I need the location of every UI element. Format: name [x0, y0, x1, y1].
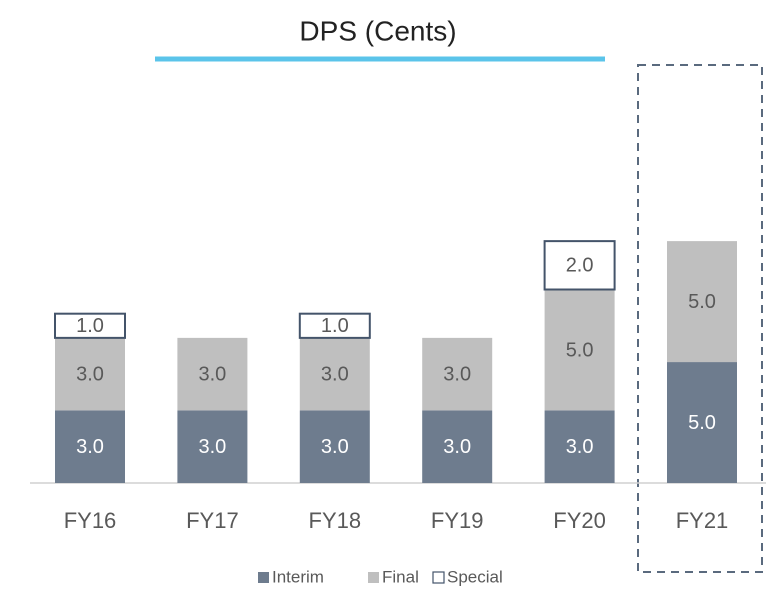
data-label: 3.0: [321, 363, 349, 385]
bar-segment: [543, 240, 616, 291]
legend-label: Interim: [272, 567, 324, 586]
bar-segment: [422, 337, 493, 411]
bar-segment: [667, 362, 737, 483]
legend-swatch: [368, 572, 379, 583]
legend-swatch: [432, 571, 445, 584]
bar-segment: [177, 410, 248, 483]
legend-label: Final: [382, 567, 419, 586]
data-label: 3.0: [443, 363, 471, 385]
highlight-box: [637, 64, 763, 573]
data-label: 3.0: [443, 436, 471, 458]
data-label: 3.0: [198, 436, 226, 458]
x-tick-label: FY17: [186, 508, 239, 533]
bar-segment: [544, 289, 615, 411]
x-tick-label: FY18: [309, 508, 362, 533]
bar-segment: [299, 410, 370, 483]
bar-segment: [422, 410, 493, 483]
data-label: 3.0: [76, 436, 104, 458]
bar-segment: [298, 312, 371, 339]
x-tick-label: FY20: [553, 508, 606, 533]
bar-segment: [177, 337, 248, 411]
bar-segment: [299, 337, 370, 411]
data-label: 1.0: [321, 315, 349, 337]
legend-swatch: [258, 572, 269, 583]
bar-segment: [55, 337, 125, 411]
chart-title: DPS (Cents): [299, 15, 456, 46]
data-label: 2.0: [566, 255, 594, 277]
data-label: 3.0: [76, 363, 104, 385]
x-tick-label: FY16: [64, 508, 117, 533]
data-label: 5.0: [688, 291, 716, 313]
data-label: 5.0: [566, 339, 594, 361]
data-label: 1.0: [76, 315, 104, 337]
data-label: 3.0: [321, 436, 349, 458]
bar-segment: [54, 312, 126, 339]
bar-segment: [544, 410, 615, 483]
data-label: 3.0: [566, 436, 594, 458]
data-label: 5.0: [688, 412, 716, 434]
bar-segment: [55, 410, 125, 483]
bar-segment: [667, 241, 737, 363]
x-tick-label: FY21: [676, 508, 729, 533]
data-label: 3.0: [198, 363, 226, 385]
x-tick-label: FY19: [431, 508, 484, 533]
legend-label: Special: [447, 567, 503, 586]
